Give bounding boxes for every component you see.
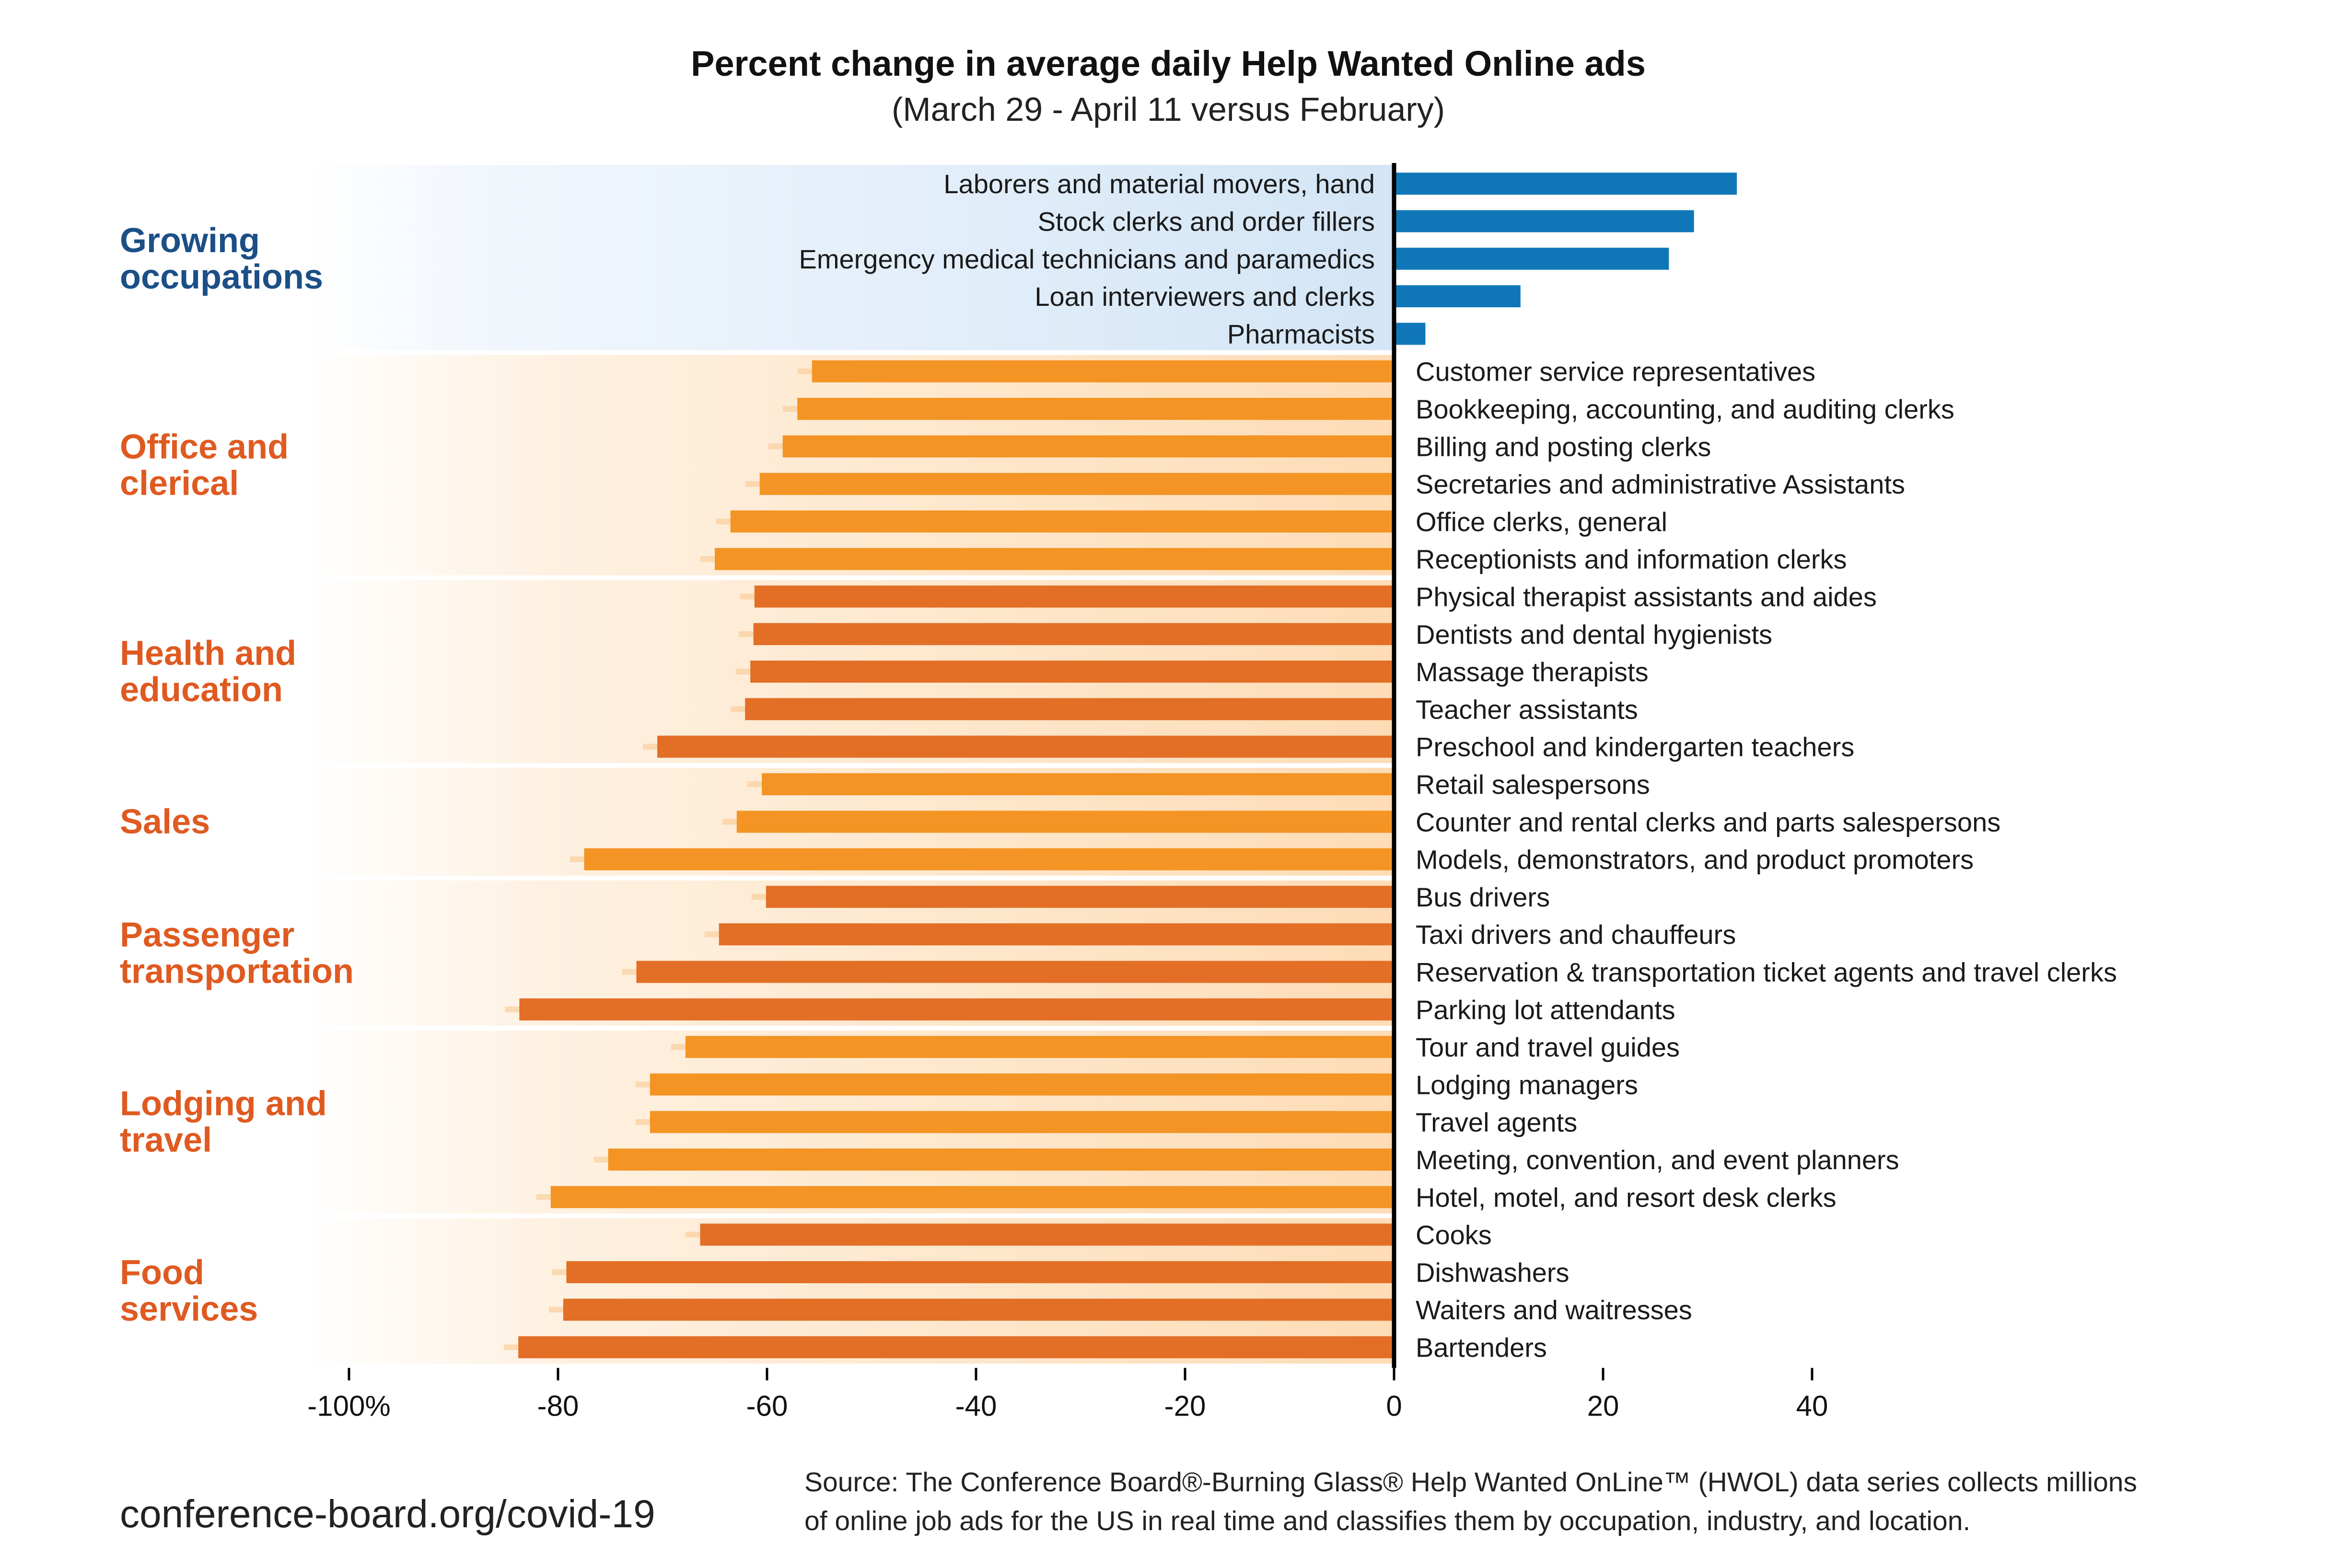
bar-loan-interviewers-and-clerks: [1394, 285, 1521, 308]
label-preschool-and-kindergarten-teachers: Preschool and kindergarten teachers: [1416, 732, 1854, 762]
bar-retail-salespersons: [762, 773, 1394, 795]
bar-pharmacists: [1394, 323, 1426, 345]
label-customer-service-representatives: Customer service representatives: [1416, 357, 1815, 387]
label-tour-and-travel-guides: Tour and travel guides: [1416, 1032, 1680, 1062]
bar-teacher-assistants: [745, 698, 1394, 720]
bar-bartenders: [518, 1336, 1394, 1359]
group-label-lodging-and-travel: travel: [120, 1121, 212, 1160]
bar-massage-therapists: [750, 661, 1394, 683]
label-dishwashers: Dishwashers: [1416, 1257, 1570, 1288]
bar-taxi-drivers-and-chauffeurs: [719, 923, 1394, 946]
label-laborers-and-material-movers-hand: Laborers and material movers, hand: [943, 169, 1375, 199]
source-note-line2: of online job ads for the US in real tim…: [804, 1506, 1970, 1536]
group-label-passenger-transportation: Passenger: [120, 916, 294, 954]
label-stock-clerks-and-order-fillers: Stock clerks and order fillers: [1038, 206, 1375, 236]
chart-title: Percent change in average daily Help Wan…: [691, 44, 1646, 83]
website-url: conference-board.org/covid-19: [120, 1492, 655, 1536]
label-counter-and-rental-clerks-and-parts-salespersons: Counter and rental clerks and parts sale…: [1416, 807, 2000, 837]
group-label-health-and-education: education: [120, 671, 283, 709]
group-label-office-and-clerical: clerical: [120, 464, 239, 502]
band-office-and-clerical: [307, 355, 1394, 576]
label-hotel-motel-and-resort-desk-clerks: Hotel, motel, and resort desk clerks: [1416, 1182, 1837, 1212]
bar-lodging-managers: [650, 1073, 1394, 1096]
label-secretaries-and-administrative-assistants: Secretaries and administrative Assistant…: [1416, 469, 1905, 499]
bar-preschool-and-kindergarten-teachers: [657, 735, 1394, 758]
group-label-passenger-transportation: transportation: [120, 952, 354, 990]
group-label-food-services: services: [120, 1290, 258, 1328]
bar-office-clerks-general: [730, 510, 1394, 533]
label-travel-agents: Travel agents: [1416, 1107, 1577, 1138]
label-pharmacists: Pharmacists: [1227, 319, 1375, 349]
bar-meeting-convention-and-event-planners: [608, 1148, 1394, 1171]
label-retail-salespersons: Retail salespersons: [1416, 769, 1650, 800]
label-meeting-convention-and-event-planners: Meeting, convention, and event planners: [1416, 1145, 1899, 1175]
group-label-growing-occupations: Growing: [120, 221, 260, 260]
tick-label-40: 40: [1796, 1390, 1828, 1422]
bar-cooks: [700, 1223, 1394, 1246]
bar-models-demonstrators-and-product-promoters: [584, 848, 1394, 871]
bar-receptionists-and-information-clerks: [715, 548, 1394, 570]
bar-laborers-and-material-movers-hand: [1394, 173, 1737, 195]
label-reservation-transportation-ticket-agents-and-travel-clerks: Reservation & transportation ticket agen…: [1416, 957, 2117, 987]
tick-label-0: 0: [1386, 1390, 1402, 1422]
chart-subtitle: (March 29 - April 11 versus February): [892, 91, 1445, 128]
bar-dentists-and-dental-hygienists: [753, 623, 1394, 645]
bar-parking-lot-attendants: [519, 998, 1394, 1021]
group-label-growing-occupations: occupations: [120, 258, 323, 296]
bar-tour-and-travel-guides: [685, 1036, 1394, 1058]
bar-bus-drivers: [766, 885, 1394, 908]
bar-billing-and-posting-clerks: [782, 435, 1394, 458]
label-taxi-drivers-and-chauffeurs: Taxi drivers and chauffeurs: [1416, 919, 1736, 950]
label-loan-interviewers-and-clerks: Loan interviewers and clerks: [1035, 281, 1375, 312]
label-bartenders: Bartenders: [1416, 1332, 1547, 1362]
label-models-demonstrators-and-product-promoters: Models, demonstrators, and product promo…: [1416, 845, 1974, 875]
tick-label-60: -60: [746, 1390, 788, 1422]
bar-counter-and-rental-clerks-and-parts-salespersons: [736, 811, 1394, 833]
label-massage-therapists: Massage therapists: [1416, 657, 1649, 687]
label-physical-therapist-assistants-and-aides: Physical therapist assistants and aides: [1416, 581, 1877, 612]
bar-hotel-motel-and-resort-desk-clerks: [550, 1186, 1394, 1208]
group-label-lodging-and-travel: Lodging and: [120, 1085, 327, 1123]
label-office-clerks-general: Office clerks, general: [1416, 507, 1667, 537]
bar-secretaries-and-administrative-assistants: [759, 473, 1394, 495]
bar-emergency-medical-technicians-and-paramedics: [1394, 247, 1669, 270]
label-receptionists-and-information-clerks: Receptionists and information clerks: [1416, 544, 1847, 574]
bar-stock-clerks-and-order-fillers: [1394, 210, 1694, 232]
bar-dishwashers: [566, 1261, 1394, 1283]
group-label-office-and-clerical: Office and: [120, 428, 289, 466]
label-bookkeeping-accounting-and-auditing-clerks: Bookkeeping, accounting, and auditing cl…: [1416, 394, 1954, 424]
group-label-sales: Sales: [120, 802, 210, 841]
band-growing-occupations: [307, 165, 1394, 350]
label-emergency-medical-technicians-and-paramedics: Emergency medical technicians and parame…: [799, 244, 1375, 274]
bar-waiters-and-waitresses: [563, 1299, 1394, 1321]
tick-label-20: 20: [1587, 1390, 1619, 1422]
tick-label-100: -100%: [307, 1390, 390, 1422]
source-note-line1: Source: The Conference Board®-Burning Gl…: [804, 1467, 2137, 1498]
x-axis-ticks: -100% -80 -60 -40 -20 0 20 40: [307, 1368, 1828, 1422]
label-dentists-and-dental-hygienists: Dentists and dental hygienists: [1416, 619, 1772, 650]
bar-travel-agents: [650, 1111, 1394, 1133]
group-label-food-services: Food: [120, 1254, 204, 1292]
group-label-health-and-education: Health and: [120, 634, 296, 673]
label-parking-lot-attendants: Parking lot attendants: [1416, 995, 1675, 1025]
label-teacher-assistants: Teacher assistants: [1416, 694, 1638, 724]
label-billing-and-posting-clerks: Billing and posting clerks: [1416, 431, 1711, 462]
tick-label-80: -80: [537, 1390, 579, 1422]
tick-label-20: -20: [1164, 1390, 1206, 1422]
bar-bookkeeping-accounting-and-auditing-clerks: [797, 397, 1394, 420]
label-lodging-managers: Lodging managers: [1416, 1069, 1638, 1100]
bar-physical-therapist-assistants-and-aides: [754, 585, 1394, 608]
tick-label-40: -40: [955, 1390, 997, 1422]
bar-reservation-transportation-ticket-agents-and-travel-clerks: [636, 961, 1394, 983]
label-bus-drivers: Bus drivers: [1416, 882, 1550, 912]
label-waiters-and-waitresses: Waiters and waitresses: [1416, 1295, 1692, 1325]
bar-series: [518, 173, 1737, 1359]
bar-customer-service-representatives: [812, 360, 1394, 383]
label-cooks: Cooks: [1416, 1220, 1492, 1250]
occupation-labels: Laborers and material movers, hand Stock …: [799, 169, 2117, 1362]
